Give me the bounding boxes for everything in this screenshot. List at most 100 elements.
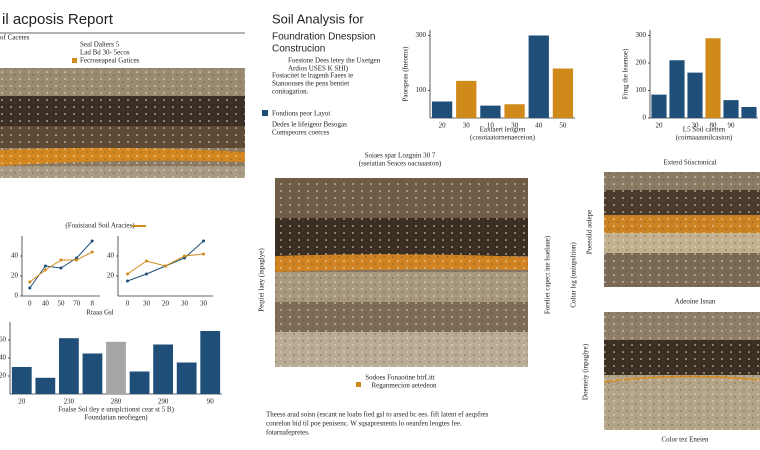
text-line: fotarnafepretes. [266, 429, 310, 437]
heading: Soil Analysis for [272, 11, 364, 26]
x-tick-label: 70 [73, 300, 81, 308]
x-tick-label: 0 [126, 300, 130, 308]
x-tick-label: 290 [158, 398, 169, 406]
image-caption: Color tez Eneien [661, 436, 709, 444]
legend-label: Fecroseapeal Gatices [80, 57, 140, 65]
x-tick-label: 40 [535, 122, 543, 130]
text-line: conrelon bid til poe penisenc. W sqsapre… [266, 420, 462, 428]
bar [552, 68, 574, 118]
bar [200, 331, 221, 394]
bar [687, 72, 703, 118]
chart-caption: Foundatian neofiegen) [84, 414, 148, 422]
text-line: Lad Bd 30- 5ecos [80, 49, 130, 57]
x-tick-label: 40 [42, 300, 50, 308]
bar [723, 100, 739, 118]
bar [431, 101, 453, 118]
bar [480, 105, 501, 118]
point [43, 268, 47, 272]
x-tick-label: 50 [559, 122, 567, 130]
point [90, 250, 94, 254]
x-tick-label: 30 [200, 300, 208, 308]
bar [669, 60, 685, 118]
line [127, 240, 204, 282]
y-tick-label: 20 [11, 272, 19, 280]
image-subtitle: (sseiatian Seaces oacuaaston) [359, 160, 442, 168]
chart-caption: Eaxtaert leogten [480, 126, 526, 134]
soil-image [275, 178, 528, 367]
soil-image [604, 172, 760, 287]
point [43, 264, 47, 268]
x-tick-label: 50 [58, 300, 66, 308]
point [126, 279, 129, 283]
y-tick-label: 0 [643, 114, 647, 122]
bar [106, 341, 126, 394]
point [145, 272, 148, 276]
x-tick-label: 30 [143, 300, 151, 308]
y-tick-label: 100 [636, 86, 647, 94]
point [126, 272, 129, 276]
x-tick-label: 30 [463, 122, 471, 130]
y-tick-label: 100 [416, 86, 427, 94]
line [29, 240, 93, 289]
x-tick-label: 30 [692, 122, 700, 130]
bar [35, 377, 56, 394]
x-tick-label: 20 [656, 122, 664, 130]
chart-caption: (cosotaatornenaeceion) [470, 134, 536, 142]
bar [456, 80, 477, 118]
point [202, 252, 205, 256]
x-tick-label: 8 [90, 300, 94, 308]
text-line: Theess arad soisn (escant ne loabs fied … [266, 411, 489, 419]
image-caption: Reganmecion aetedeon [371, 382, 437, 390]
point [202, 239, 205, 243]
bar [153, 344, 174, 394]
bar [82, 353, 103, 394]
x-tick-label: 90 [728, 122, 736, 130]
chart-caption: L5 Soil caetten [683, 126, 726, 134]
y-tick-label: 40 [0, 354, 7, 362]
x-tick-label: 0 [28, 300, 32, 308]
legend-label: (Foaisiaoal Soil Aracies) [65, 222, 135, 230]
x-tick-label: 20 [18, 398, 26, 406]
legend-swatch [72, 58, 77, 63]
soil-image [603, 312, 760, 430]
x-tick-label: 80 [710, 122, 718, 130]
y-tick-label: 20 [0, 372, 7, 380]
text-line: Fostacitet te lragenh Faees te [272, 72, 353, 80]
y-tick-label: 40 [11, 252, 19, 260]
text-line: Comspeores coerces [272, 129, 330, 137]
bar [58, 338, 79, 394]
text-line: Seal Dalters 5 [80, 41, 120, 49]
bar [176, 362, 197, 394]
axis-label: Fitng the leaenoe) [622, 48, 630, 99]
point [59, 266, 63, 270]
x-tick-label: 30 [181, 300, 189, 308]
point [75, 258, 79, 262]
x-tick-label: 30 [511, 122, 519, 130]
image-caption: Sodoes Fonaotine btrLitt [365, 374, 435, 382]
bar [741, 107, 757, 118]
text-line: Dedes le lifeigeor Besogas [272, 121, 347, 129]
side-label: Doenteiy (inpaglye) [582, 343, 590, 400]
axis-label: Paorspeas (fneoms) [402, 46, 410, 102]
x-tick-label: 280 [111, 398, 122, 406]
point [90, 239, 94, 243]
image-title: Adeoine Isnan [675, 298, 716, 306]
bar [129, 371, 150, 394]
y-tick-label: 300 [636, 31, 647, 39]
y-tick-label: 40 [107, 252, 115, 260]
point [28, 286, 32, 290]
x-tick-label: 230 [64, 398, 75, 406]
point [28, 280, 32, 284]
x-tick-label: 90 [207, 398, 215, 406]
line [127, 253, 204, 275]
chart-caption: Foalse Sol tley e unsplctionst cear st 5… [58, 406, 175, 414]
point [59, 258, 63, 262]
text-line: Stanoouses the pens bentiet [272, 80, 349, 88]
bar [651, 94, 667, 118]
legend-label: Fondions peor Layot [272, 110, 330, 118]
y-tick-label: 60 [0, 336, 7, 344]
side-label: Foreliet capect ine lsaelaue) [544, 235, 552, 314]
bar [11, 367, 32, 394]
